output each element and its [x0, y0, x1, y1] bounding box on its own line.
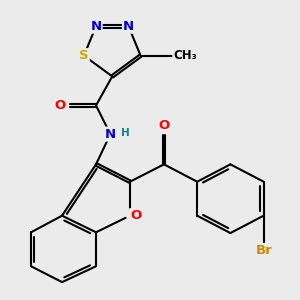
Text: N: N	[91, 20, 102, 33]
Text: O: O	[158, 119, 169, 132]
Text: O: O	[130, 209, 141, 222]
Text: Br: Br	[255, 244, 272, 257]
Text: O: O	[55, 99, 66, 112]
Text: H: H	[121, 128, 130, 138]
Text: N: N	[105, 128, 116, 141]
Text: S: S	[79, 49, 89, 62]
Text: N: N	[123, 20, 134, 33]
Text: CH₃: CH₃	[173, 49, 197, 62]
